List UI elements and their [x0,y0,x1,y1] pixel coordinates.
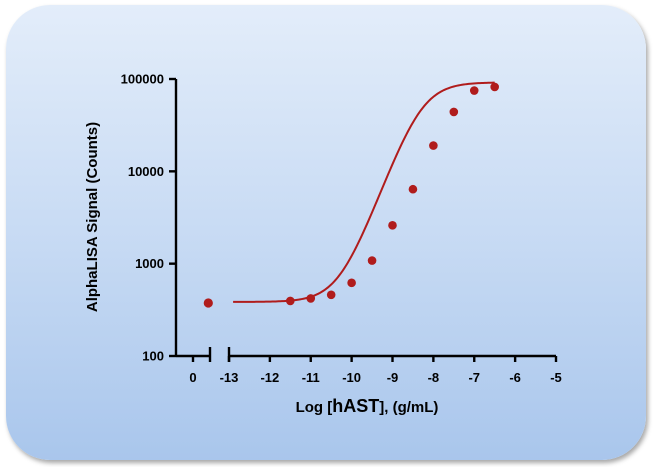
y-tick-label: 100 [142,349,164,364]
x-axis-title-prefix: Log [ [296,399,333,416]
x-axis-title: Log [hAST], (g/mL) [296,396,439,416]
data-point [449,107,459,117]
x-tick-label: -7 [468,370,480,385]
y-axis-title: AlphaLISA Signal (Counts) [84,122,101,312]
x-tick-label: -5 [550,370,562,385]
data-point [286,296,295,306]
data-point [347,278,356,288]
data-point [326,290,336,300]
x-tick-group: 0 -13 -12 -11 -10 -9 -8 -7 -6 -5 [189,356,562,385]
y-tick-label: 1000 [135,256,164,271]
fit-curve [233,81,495,303]
data-point [429,141,438,150]
data-point-zero [203,298,213,308]
x-tick-label: -8 [428,370,440,385]
y-axis: 100 1000 10000 100000 [121,72,178,364]
y-tick-group: 100 1000 10000 100000 [121,72,176,364]
x-tick-label: -11 [302,370,320,385]
y-tick-label: 10000 [128,164,164,179]
data-point [306,294,316,303]
x-tick-label: -13 [220,370,239,385]
data-point [469,86,479,95]
x-axis-title-suffix: ], (g/mL) [379,399,438,416]
data-point [490,82,499,92]
x-tick-label: -6 [509,370,521,385]
x-tick-label: 0 [189,370,196,385]
y-tick-label: 100000 [121,72,164,87]
data-point [388,221,397,230]
data-points [203,82,499,308]
x-tick-label: -10 [342,370,361,385]
data-point [408,184,418,194]
x-axis-title-analyte: hAST [332,396,379,416]
x-axis: 0 -13 -12 -11 -10 -9 -8 -7 -6 -5 [176,347,562,385]
chart-card [6,5,646,460]
x-tick-label: -12 [260,370,279,385]
x-tick-label: -9 [387,370,399,385]
data-point [367,256,377,265]
